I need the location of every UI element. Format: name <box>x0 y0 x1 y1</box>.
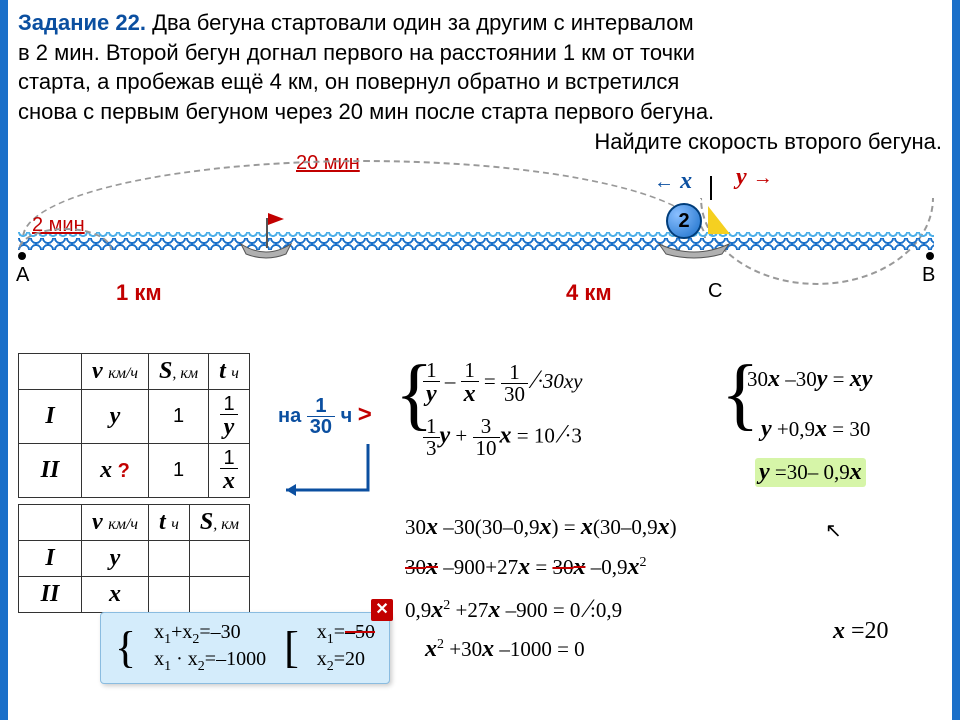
table-1: v v км/чкм/ч S, км t ч I y 1 1y II x ? 1… <box>18 353 250 498</box>
t2-r1-lbl: I <box>19 541 82 577</box>
t1-r2-v: x ? <box>82 444 149 498</box>
eq-line4: x2 +30x –1000 = 0 <box>425 636 585 663</box>
problem-line-3: старта, а пробежав ещё 4 км, он повернул… <box>18 69 679 94</box>
t1-r1-s: 1 <box>149 390 209 444</box>
x-arrow-label: ← x <box>654 168 692 195</box>
t1-h-t: t ч <box>209 354 250 390</box>
sail-icon <box>708 206 730 234</box>
boat2-icon <box>654 242 734 260</box>
xy-divider <box>710 176 712 200</box>
problem-statement: Задание 22. Два бегуна стартовали один з… <box>18 8 942 156</box>
y-arrow-label: y → <box>736 164 773 191</box>
eq-answer: x =20 <box>833 618 889 645</box>
t2-r2-v: x <box>82 577 149 613</box>
motion-diagram: 20 мин ← x y → 2 мин А В С 2 1 км 4 км <box>18 158 938 313</box>
t2-r2-lbl: II <box>19 577 82 613</box>
task-label: Задание 22. <box>18 10 146 35</box>
label-4km: 4 км <box>566 280 612 306</box>
eq-sys2-c: y =30– 0,9x <box>755 458 866 487</box>
t2-h-t: t ч <box>149 505 190 541</box>
t2-h-s: S, км <box>189 505 249 541</box>
arrow-to-table-icon <box>278 440 378 510</box>
t1-h-s: S, км <box>149 354 209 390</box>
eq-sys2-b: y +0,9x = 30 <box>761 416 870 443</box>
t1-r2-t: 1x <box>209 444 250 498</box>
vieta-popup: ✕ { x1+x2=–30 x1 · x2=–1000 [ x1=–50 x2=… <box>100 612 390 684</box>
close-icon[interactable]: ✕ <box>371 599 393 621</box>
t1-r2-s: 1 <box>149 444 209 498</box>
wave-line-top <box>18 232 934 242</box>
t1-h-v: v v км/чкм/ч <box>82 354 149 390</box>
eq-sys1-b: 13y + 310x = 10 ⁄·3 <box>423 416 582 459</box>
popup-roots: x1=–50 x2=20 <box>317 621 375 675</box>
tables-area: v v км/чкм/ч S, км t ч I y 1 1y II x ? 1… <box>18 353 250 613</box>
t1-r1-v: y <box>82 390 149 444</box>
eq-sys1-a: 1y – 1x = 130 ⁄·30xy <box>423 360 583 406</box>
cursor-icon: ↖ <box>825 518 842 543</box>
t2-h-v: v км/ч <box>82 505 149 541</box>
eq-sys2-a: 30x –30y = xy <box>747 366 872 393</box>
problem-line-5: Найдите скорость второго бегуна. <box>18 127 942 157</box>
eq-line1: 30x –30(30–0,9x) = x(30–0,9x) <box>405 514 677 541</box>
t1-r2-lbl: II <box>19 444 82 498</box>
t1-r1-t: 1y <box>209 390 250 444</box>
popup-sums: x1+x2=–30 x1 · x2=–1000 <box>154 621 266 675</box>
point-C: С <box>708 280 722 303</box>
point-A-dot <box>18 252 26 260</box>
eq-line2: 30x –900+27x = 30x –0,9x2 <box>405 554 646 581</box>
arc-20min <box>22 160 706 238</box>
problem-line-1: Два бегуна стартовали один за другим с и… <box>146 10 694 35</box>
problem-line-2: в 2 мин. Второй бегун догнал первого на … <box>18 40 695 65</box>
boat1-icon <box>236 242 296 260</box>
eq-line3: 0,9x2 +27x –900 = 0 ⁄:0,9 <box>405 594 622 624</box>
t2-r1-v: y <box>82 541 149 577</box>
t1-r1-lbl: I <box>19 390 82 444</box>
mid-note: на 130 ч > <box>278 396 372 437</box>
table-2: v км/ч t ч S, км I y II x <box>18 504 250 613</box>
point-B-dot <box>926 252 934 260</box>
point-A: А <box>16 264 29 287</box>
point-B: В <box>922 264 935 287</box>
label-1km: 1 км <box>116 280 162 306</box>
flag1 <box>268 213 284 225</box>
problem-line-4: снова с первым бегуном через 20 мин посл… <box>18 99 714 124</box>
